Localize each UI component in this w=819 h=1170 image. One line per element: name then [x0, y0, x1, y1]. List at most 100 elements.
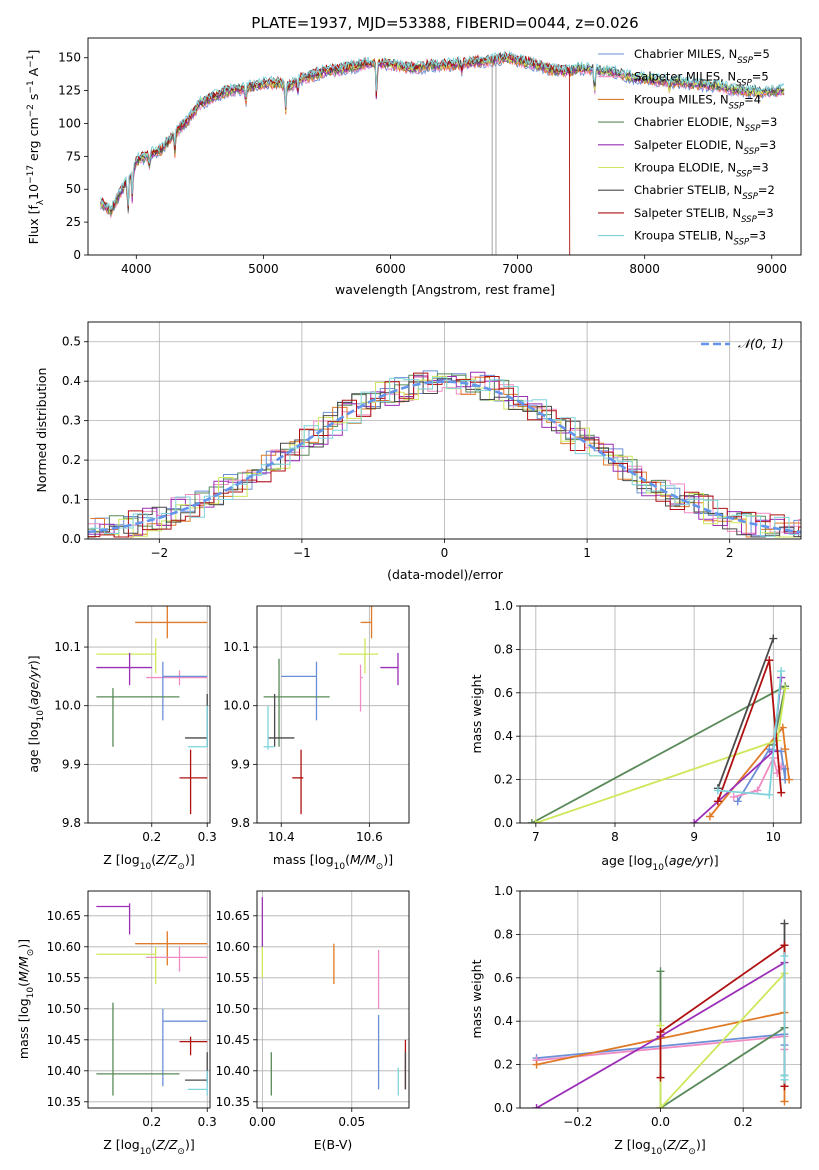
plot-frame — [256, 605, 410, 824]
legend-label: Chabrier STELIB, NSSP=2 — [634, 183, 775, 202]
legend-label: Kroupa STELIB, NSSP=3 — [634, 229, 766, 248]
series-marker — [656, 967, 665, 976]
legend-count: =3 — [757, 206, 774, 220]
plot-frame — [519, 605, 802, 824]
y-tick-label: 10.1 — [223, 640, 250, 654]
legend-count: =2 — [758, 183, 775, 197]
x-axis-label: Z [log10(Z/Z⊙)] — [103, 1137, 194, 1157]
label-part: 10 — [334, 862, 346, 872]
x-tick-label: 10 — [766, 830, 781, 844]
plot-frame — [87, 321, 802, 540]
y-axis-label: mass [log10(M/M⊙)] — [16, 939, 36, 1059]
legend-subscript: SSP — [742, 192, 758, 202]
label-part: )] — [383, 852, 393, 867]
label-part: Flux [f — [26, 205, 41, 245]
legend-text: Chabrier MILES, N — [634, 47, 737, 61]
plot-frame — [87, 605, 211, 824]
series-marker — [527, 819, 536, 823]
label-part: −17 — [26, 165, 36, 184]
series-marker — [769, 634, 778, 643]
x-tick-label: 0.3 — [198, 830, 217, 844]
series-marker — [765, 656, 774, 665]
y-tick-label: 9.9 — [231, 757, 250, 771]
x-axis-label: age [log10(age/yr)] — [601, 853, 718, 873]
label-part: age/yr — [26, 664, 41, 705]
legend-text: Salpeter STELIB, N — [634, 206, 741, 220]
normal-curve — [88, 380, 801, 534]
label-part: 10 — [140, 862, 152, 872]
x-axis-label: Z [log10(Z/Z⊙)] — [614, 1137, 705, 1157]
y-axis-label: Normed distribution — [34, 368, 49, 493]
series-marker — [777, 667, 786, 676]
label-part: )] — [709, 853, 719, 868]
x-tick-label: −2 — [150, 546, 168, 560]
series-group — [527, 634, 794, 823]
x-axis-label: wavelength [Angstrom, rest frame] — [335, 282, 555, 297]
series-marker — [705, 812, 714, 821]
y-tick-label: 0.2 — [494, 773, 513, 787]
series-marker — [785, 775, 794, 784]
series-marker — [777, 788, 786, 797]
x-tick-label: 8 — [611, 830, 619, 844]
x-axis-label: (data-model)/error — [387, 567, 504, 582]
mass-vs-EBV-panel: 0.00 0.05 10.35 10.40 10.45 10.50 10.55 10.60 10… — [216, 890, 410, 1152]
y-tick-label: 75 — [66, 149, 81, 163]
y-tick-label: 10.60 — [47, 940, 81, 954]
spectrum-lines — [100, 49, 785, 255]
x-tick-label: 9 — [690, 830, 698, 844]
x-tick-label: 7 — [532, 830, 540, 844]
label-part: M/M — [350, 852, 376, 867]
series-marker — [781, 745, 790, 754]
label-part: )] — [26, 655, 41, 665]
legend-label: Kroupa MILES, NSSP=4 — [634, 92, 761, 111]
x-tick-label: 10.4 — [268, 830, 295, 844]
x-tick-label: 0.3 — [198, 1115, 217, 1129]
y-tick-label: 10.65 — [216, 909, 250, 923]
label-part: ⊙ — [177, 1147, 185, 1157]
y-tick-label: 1.0 — [494, 884, 513, 898]
y-tick-label: 0.6 — [494, 971, 513, 985]
legend-text: Kroupa ELODIE, N — [634, 161, 736, 175]
x-tick-label: 0.0 — [651, 1115, 670, 1129]
y-tick-label: 0.4 — [494, 1014, 513, 1028]
x-tick-label: 1 — [583, 546, 591, 560]
residuals-panel: −2 −1 0 1 2 0.0 0.1 0.2 0.3 0.4 0.5 𝒩(0, 1) (data-mo… — [34, 321, 802, 582]
legend-text: Chabrier STELIB, N — [634, 183, 742, 197]
label-part: Z [log — [103, 852, 139, 867]
legend-count: =3 — [752, 161, 769, 175]
label-part: )] — [696, 1137, 706, 1152]
label-part: −1 — [26, 55, 36, 68]
x-tick-label: 0.2 — [142, 830, 161, 844]
series-marker — [780, 919, 789, 928]
legend-subscript: SSP — [744, 147, 760, 157]
mass-vs-Z-panel: 0.2 0.3 10.35 10.40 10.45 10.50 10.55 10.60 10.6… — [16, 890, 217, 1157]
series-marker — [780, 952, 789, 961]
y-tick-label: 10.0 — [223, 699, 250, 713]
series-line-chabrier-elodie — [659, 971, 785, 1108]
x-tick-label: 6000 — [375, 262, 406, 276]
y-tick-label: 10.45 — [47, 1033, 81, 1047]
legend-count: =4 — [744, 92, 761, 106]
label-part: Z/Z — [666, 1137, 689, 1152]
label-part: ⊙ — [376, 862, 384, 872]
y-tick-label: 0.3 — [62, 414, 81, 428]
y-tick-label: 10.50 — [47, 1002, 81, 1016]
x-tick-label: 0 — [441, 546, 449, 560]
spectrum-line-salpeter-stelib — [100, 51, 571, 255]
series-marker — [780, 1097, 789, 1106]
label-part: 10 — [36, 710, 46, 722]
y-tick-label: 10.1 — [54, 640, 81, 654]
age-vs-mass-panel: 10.4 10.6 9.8 9.9 10.0 10.1 mass [log10(M/M⊙)] — [223, 605, 410, 872]
y-tick-label: 10.40 — [47, 1064, 81, 1078]
histogram-salpeter-elodie — [88, 371, 801, 538]
series-line-chabrier-stelib — [717, 638, 775, 789]
x-tick-label: 8000 — [629, 262, 660, 276]
label-part: ( — [151, 1137, 156, 1152]
label-part: ( — [16, 982, 31, 987]
x-axis-label: E(B-V) — [314, 1137, 353, 1152]
points-group — [263, 606, 399, 815]
label-part: ] — [26, 50, 41, 55]
series-marker — [781, 684, 790, 693]
label-part: age [log — [26, 721, 41, 772]
y-tick-label: 10.0 — [54, 699, 81, 713]
